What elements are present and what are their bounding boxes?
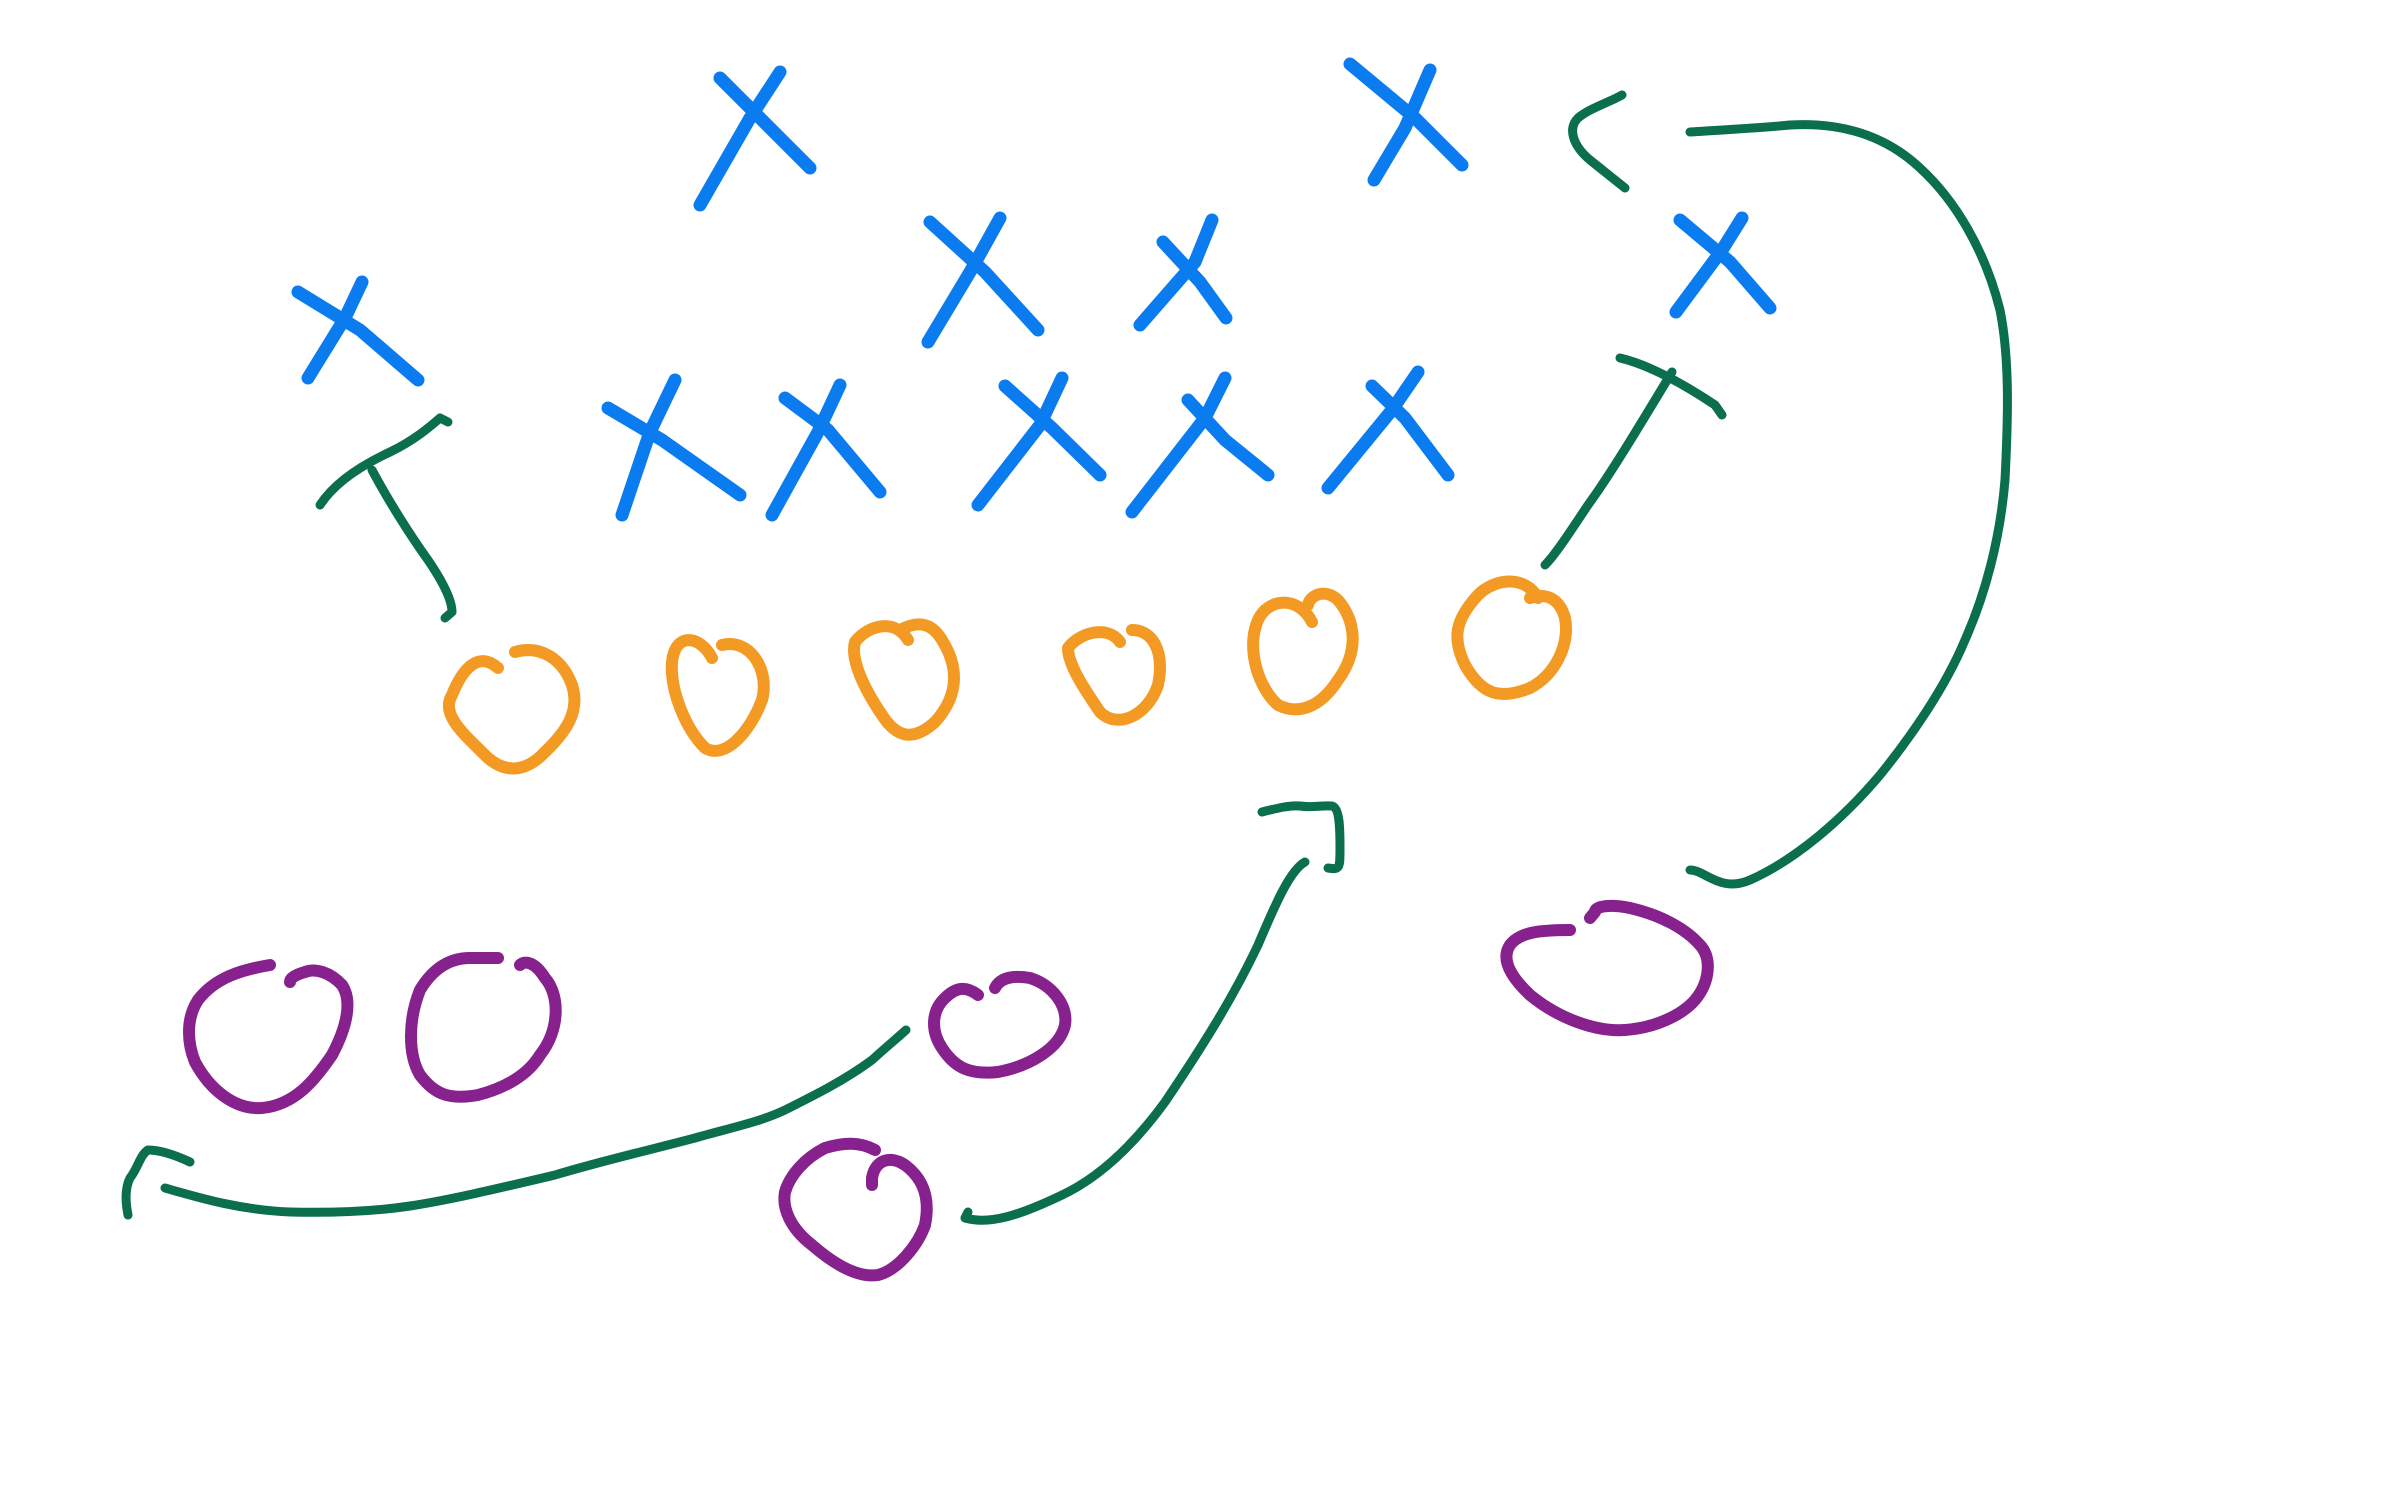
defender-x	[921, 211, 1045, 349]
lineman-o	[848, 618, 960, 741]
lineman-o	[1062, 624, 1166, 726]
back-o	[183, 959, 354, 1115]
defender-x	[971, 371, 1107, 512]
defender-x	[1343, 57, 1469, 187]
defender-x	[1125, 371, 1275, 519]
route-flat	[121, 1025, 911, 1220]
lineman-o	[1247, 587, 1359, 716]
back-o	[778, 1137, 933, 1282]
defender-x	[291, 275, 425, 387]
back-o	[1500, 899, 1714, 1037]
defender-x	[765, 378, 887, 522]
back-o	[928, 970, 1072, 1079]
route-deep-post	[1568, 90, 2012, 889]
defender-x	[693, 65, 817, 212]
backs-group	[183, 899, 1714, 1282]
lineman-o	[442, 644, 581, 775]
defender-group	[291, 57, 1777, 522]
defender-x	[1133, 213, 1233, 332]
back-o	[405, 952, 562, 1103]
offensive-line-group	[442, 575, 1572, 775]
routes-group	[121, 90, 2012, 1225]
defender-x	[1669, 211, 1777, 319]
defender-x	[601, 373, 747, 522]
defender-x	[1321, 365, 1455, 495]
route-slant	[960, 801, 1345, 1225]
lineman-o	[665, 634, 770, 757]
route-block-left	[315, 413, 457, 623]
lineman-o	[1451, 575, 1572, 700]
route-block-right	[1540, 353, 1727, 570]
